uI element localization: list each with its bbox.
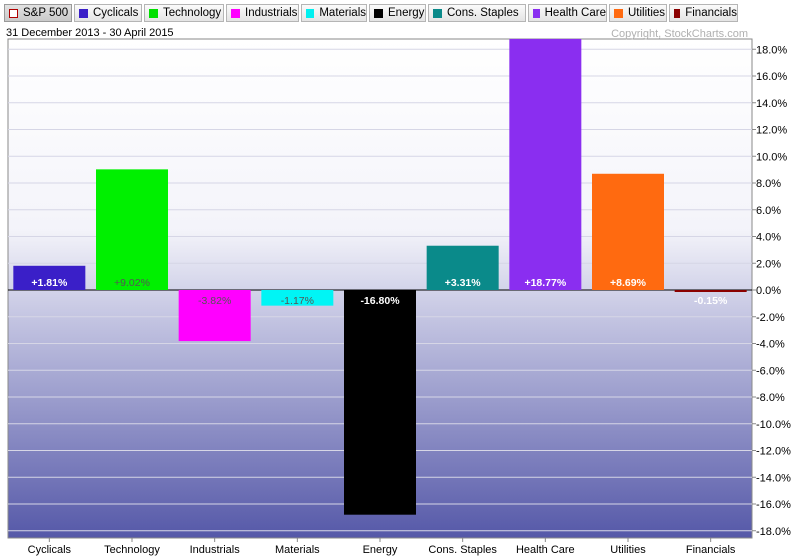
y-tick-label: -8.0%: [756, 392, 785, 404]
legend-item-materials[interactable]: Materials: [301, 4, 367, 22]
data-label: +8.69%: [610, 277, 647, 289]
legend: S&P 500 Cyclicals Technology Industrials Mat…: [0, 0, 793, 26]
bar-energy: [344, 290, 416, 515]
bar-utilities: [592, 173, 664, 290]
y-tick-label: 18.0%: [756, 44, 787, 56]
legend-item-energy[interactable]: Energy: [369, 4, 426, 22]
legend-swatch: [149, 8, 158, 18]
x-tick-label: Cyclicals: [28, 544, 72, 556]
bar-industrials: [178, 290, 251, 342]
legend-label: Cons. Staples: [447, 7, 519, 19]
data-label: -1.17%: [281, 295, 314, 307]
y-tick-label: 4.0%: [756, 232, 781, 244]
y-tick-label: 12.0%: [756, 125, 787, 137]
legend-label: Financials: [685, 7, 737, 19]
y-tick-label: -14.0%: [756, 472, 791, 484]
legend-item-technology[interactable]: Technology: [144, 4, 224, 22]
y-tick-label: -18.0%: [756, 526, 791, 538]
legend-item-financials[interactable]: Financials: [669, 4, 738, 22]
legend-item-cyclicals[interactable]: Cyclicals: [74, 4, 142, 22]
legend-label: Energy: [388, 7, 425, 19]
y-tick-label: 10.0%: [756, 151, 787, 163]
x-axis: Cyclicals Technology Industrials Materials E…: [28, 538, 736, 556]
legend-swatch: [433, 8, 442, 18]
data-label: +3.31%: [445, 277, 482, 289]
x-tick-label: Financials: [686, 544, 736, 556]
x-tick-label: Health Care: [516, 544, 575, 556]
x-tick-label: Materials: [275, 544, 320, 556]
y-tick-label: 0.0%: [756, 285, 781, 297]
y-tick-label: -6.0%: [756, 365, 785, 377]
legend-item-utilities[interactable]: Utilities: [609, 4, 667, 22]
y-tick-label: 2.0%: [756, 258, 781, 270]
y-tick-label: -16.0%: [756, 499, 791, 511]
date-range: 31 December 2013 - 30 April 2015: [6, 27, 174, 39]
copyright-text: Copyright, StockCharts.com: [611, 28, 748, 40]
x-tick-label: Industrials: [190, 544, 241, 556]
legend-item-health-care[interactable]: Health Care: [528, 4, 607, 22]
legend-label: Technology: [163, 7, 222, 19]
bars: +1.81% +9.02% -3.82% -1.17% -16.80% +3.31% +18…: [13, 38, 747, 515]
y-tick-label: 8.0%: [756, 178, 781, 190]
y-tick-label: -2.0%: [756, 312, 785, 324]
data-label: +9.02%: [114, 277, 150, 289]
bar-technology: [96, 169, 168, 290]
x-tick-label: Cons. Staples: [428, 544, 497, 556]
legend-label: Health Care: [544, 7, 606, 19]
data-label: -16.80%: [360, 295, 400, 307]
legend-swatch: [9, 8, 18, 18]
legend-item-s-p-500[interactable]: S&P 500: [4, 4, 72, 22]
y-tick-label: -12.0%: [756, 446, 791, 458]
y-tick-label: 16.0%: [756, 71, 787, 83]
legend-swatch: [231, 8, 240, 18]
legend-label: S&P 500: [23, 7, 69, 19]
legend-swatch: [674, 8, 681, 18]
x-tick-label: Utilities: [610, 544, 646, 556]
y-tick-label: -10.0%: [756, 419, 791, 431]
bar-materials: [261, 290, 334, 306]
legend-swatch: [306, 8, 315, 18]
data-label: -0.15%: [694, 295, 728, 307]
y-tick-label: 6.0%: [756, 205, 781, 217]
x-tick-label: Energy: [363, 544, 398, 556]
legend-label: Industrials: [245, 7, 298, 19]
legend-label: Materials: [319, 7, 366, 19]
legend-label: Utilities: [628, 7, 666, 19]
legend-swatch: [533, 8, 540, 18]
legend-item-industrials[interactable]: Industrials: [226, 4, 299, 22]
data-label: +18.77%: [524, 277, 566, 289]
legend-swatch: [614, 8, 623, 18]
legend-swatch: [374, 8, 383, 18]
bar-health-care: [509, 38, 582, 290]
y-tick-label: -4.0%: [756, 339, 785, 351]
x-tick-label: Technology: [104, 544, 160, 556]
legend-item-cons-staples[interactable]: Cons. Staples: [428, 4, 526, 22]
y-axis: 18.0% 16.0% 14.0% 12.0% 10.0% 8.0% 6.0% 4.0% 2.0…: [752, 44, 791, 538]
bar-cons-staples: [426, 245, 499, 290]
y-tick-label: 14.0%: [756, 98, 787, 110]
bar-financials: [674, 290, 747, 293]
bar-cyclicals: [13, 265, 86, 290]
legend-label: Cyclicals: [93, 7, 139, 19]
legend-swatch: [79, 8, 88, 18]
data-label: +1.81%: [31, 277, 68, 289]
data-label: -3.82%: [198, 295, 231, 307]
